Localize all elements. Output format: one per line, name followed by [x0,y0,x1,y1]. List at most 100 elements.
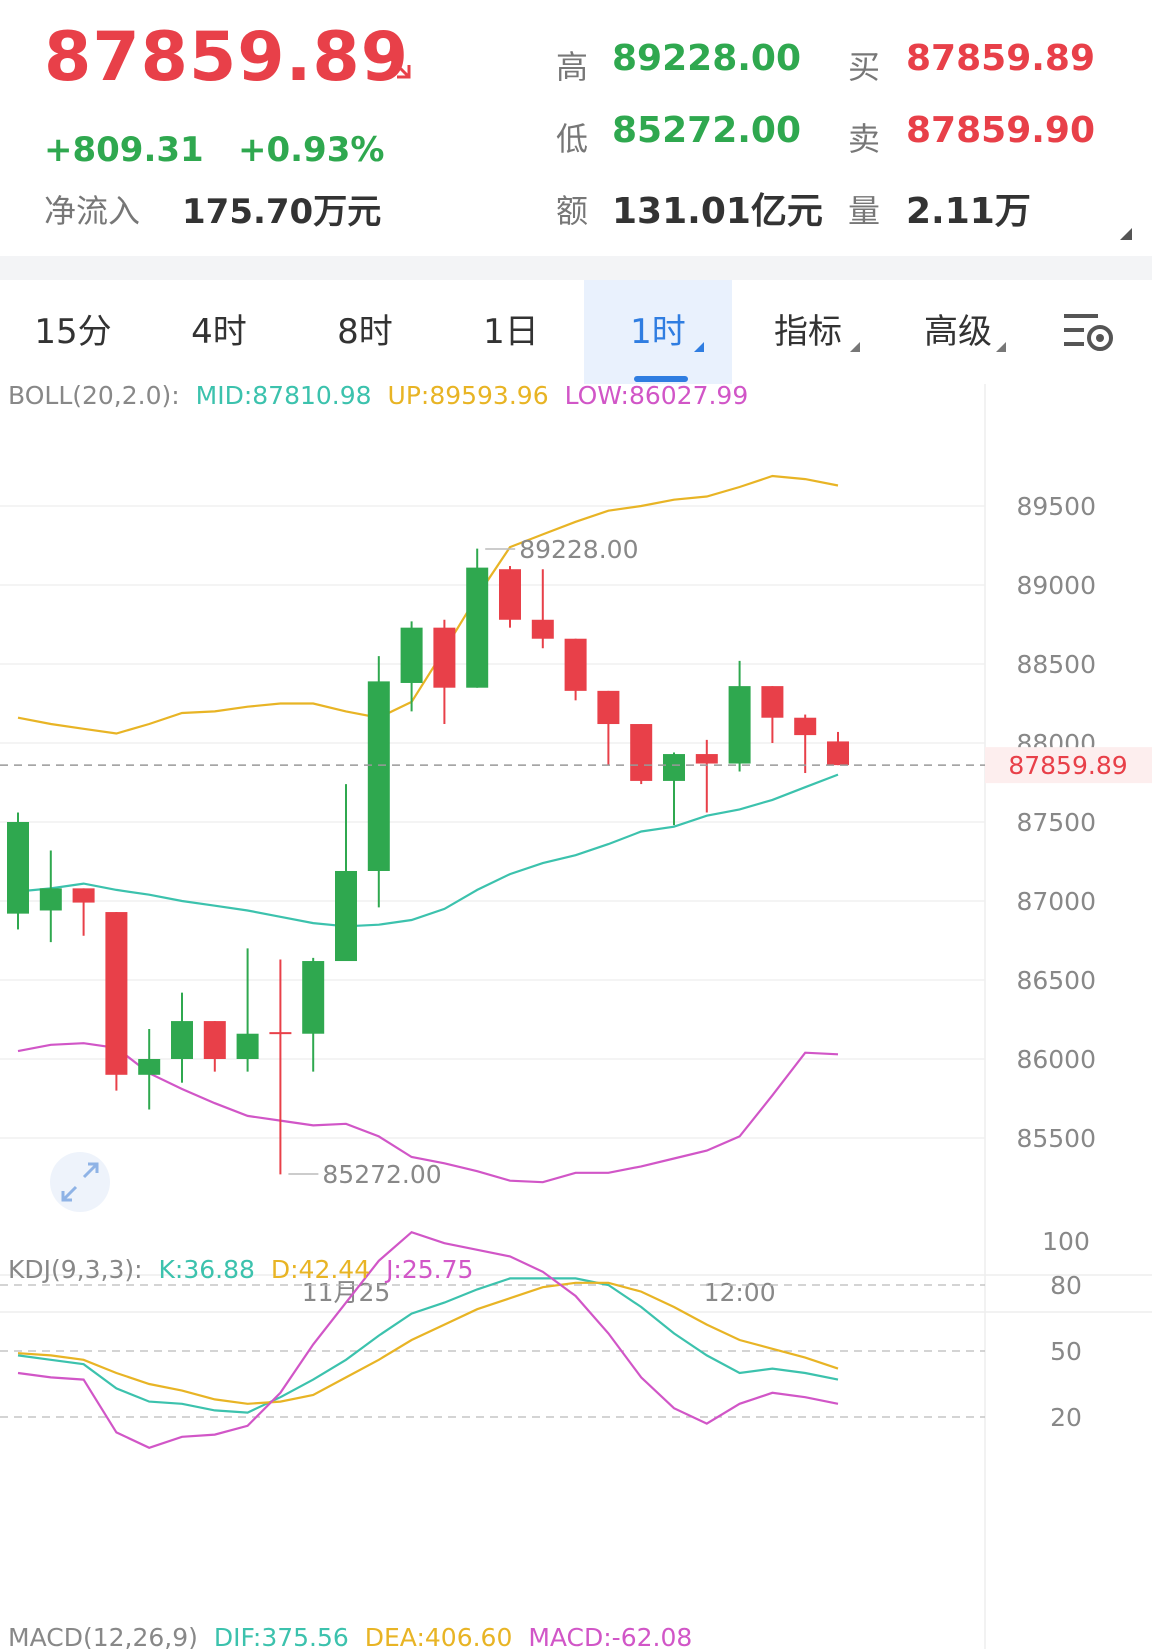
candle-up [335,870,357,962]
candle-down [564,638,587,691]
tab-label: 1日 [483,312,539,352]
tab-advanced[interactable]: 高级 [884,280,1032,384]
kdj-tick-label: 80 [1050,1271,1082,1300]
kdj-tick-label: 50 [1050,1337,1082,1366]
low-label: 低 [556,120,589,158]
candle-down [827,741,849,766]
ask-value: 87859.90 [906,110,1096,151]
macd-legend-dif: DIF:375.56 [214,1623,349,1649]
price-tick-label: 86000 [1016,1045,1096,1074]
dropdown-triangle-icon [694,342,704,352]
kdj-legend-name: KDJ(9,3,3): [8,1255,143,1284]
tab-1d[interactable]: 1日 [438,280,584,384]
current-price-tag-bg [985,747,1152,784]
macd-legend: MACD(12,26,9) DIF:375.56 DEA:406.60 MACD… [8,1623,692,1649]
expand-quote-icon[interactable] [1120,228,1132,240]
boll-legend: BOLL(20,2.0): MID:87810.98 UP:89593.96 L… [8,384,748,410]
high-label: 高 [556,48,589,86]
tab-1h[interactable]: 1时 [584,280,732,384]
tab-indicators[interactable]: 指标 [732,280,884,384]
macd-legend-dea: DEA:406.60 [365,1623,513,1649]
candle-up [663,754,685,781]
fullscreen-toggle-icon[interactable] [50,1152,110,1212]
kdj-d-line [17,1281,839,1405]
kdj-legend: KDJ(9,3,3): K:36.88 D:42.44 J:25.75 [8,1255,473,1284]
candle-up [400,627,423,683]
boll-legend-mid: MID:87810.98 [196,384,372,410]
candle-down [269,1032,292,1035]
boll-low-line [17,1042,839,1184]
last-price: 87859.89 [44,18,410,97]
tab-15min[interactable]: 15分 [0,280,146,384]
tab-8h[interactable]: 8时 [292,280,438,384]
ask-label: 卖 [848,120,881,158]
tab-label: 指标 [774,312,842,352]
candle-up [138,1059,161,1075]
candle-down [597,690,620,725]
candle-up [39,888,62,911]
time-axis-label: 12:00 [704,1278,776,1307]
price-tick-label: 86500 [1016,966,1096,995]
candle-down [794,717,817,736]
boll-legend-up: UP:89593.96 [388,384,549,410]
turnover-label: 额 [556,192,589,230]
kdj-lines [17,1230,839,1449]
price-tick-label: 87500 [1016,808,1096,837]
tab-label: 8时 [337,312,393,352]
candle-down [433,627,456,688]
kdj-legend-d: D:42.44 [271,1255,370,1284]
kdj-j-line [17,1230,839,1449]
candle-down [630,724,653,781]
boll-up-line [17,474,839,735]
candle-down [499,569,521,620]
candle-down [695,754,718,764]
price-change: +809.31 [44,130,204,170]
low-marker-label: 85272.00 [322,1160,441,1189]
dropdown-triangle-icon [850,342,860,352]
candles [7,548,849,1175]
kdj-axis: 100 80 50 20 [1042,1227,1090,1432]
net-inflow-label: 净流入 [44,192,141,230]
macd-legend-name: MACD(12,26,9) [8,1623,198,1649]
price-change-percent: +0.93% [238,130,385,170]
price-tick-label: 85500 [1016,1124,1096,1153]
price-chart[interactable]: 8950089000885008800087500870008650086000… [0,384,1152,1649]
tab-label: 4时 [191,312,247,352]
section-divider [0,256,1152,280]
tab-label: 15分 [34,312,112,352]
boll-legend-low: LOW:86027.99 [565,384,749,410]
kdj-legend-j: J:25.75 [384,1255,473,1284]
bid-label: 买 [848,48,881,86]
candle-up [367,681,390,871]
period-tab-bar: 15分 4时 8时 1日 1时 指标 高级 [0,280,1152,384]
candle-down [203,1021,226,1059]
kdj-k-line [17,1277,839,1414]
candle-up [236,1033,259,1059]
price-axis: 8950089000885008800087500870008650086000… [1016,492,1096,1153]
turnover-value: 131.01亿元 [612,191,823,232]
net-inflow-value: 175.70万元 [182,192,382,232]
low-value: 85272.00 [612,110,802,151]
kdj-legend-k: K:36.88 [159,1255,255,1284]
tab-label: 高级 [924,312,992,352]
boll-mid-line [17,773,839,928]
candle-down [72,888,95,903]
dropdown-triangle-icon [996,342,1006,352]
candle-up [7,822,29,914]
price-tick-label: 88500 [1016,650,1096,679]
volume-label: 量 [848,192,881,230]
tab-label: 1时 [630,312,686,352]
price-tick-label: 89000 [1016,571,1096,600]
candle-down [761,686,784,718]
candle-down [531,619,554,639]
bid-value: 87859.89 [906,38,1096,79]
current-price-tag: 87859.89 [1008,751,1127,780]
price-tick-label: 87000 [1016,887,1096,916]
volume-value: 2.11万 [906,191,1031,232]
price-markers: 87859.89 89228.00 85272.00 [0,535,1152,1189]
chart-settings-icon[interactable] [1064,308,1116,354]
candle-up [466,567,489,688]
tab-4h[interactable]: 4时 [146,280,292,384]
price-tick-label: 89500 [1016,492,1096,521]
candle-up [728,686,751,764]
